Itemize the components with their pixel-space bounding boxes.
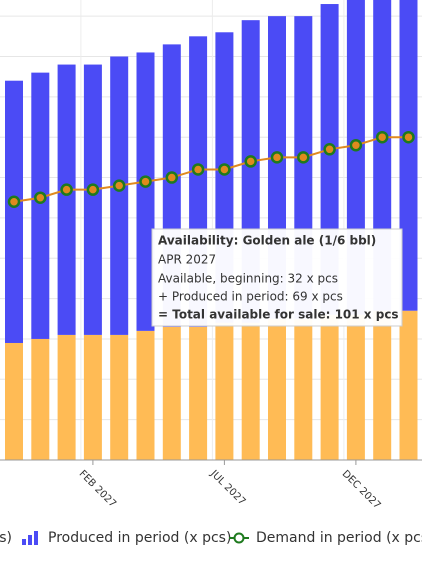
- legend-icon: [233, 532, 245, 544]
- bar-segment: [5, 80, 23, 343]
- bar-segment: [399, 310, 418, 460]
- tooltip-line: + Produced in period: 69 x pcs: [158, 290, 343, 304]
- bar-segment: [189, 326, 208, 460]
- tooltip-line: Available, beginning: 32 x pcs: [158, 272, 338, 286]
- legend-icon: [22, 539, 26, 545]
- bar-segment: [83, 64, 102, 335]
- legend-label: Demand in period (x pcs): [256, 530, 422, 546]
- bar-segment: [373, 310, 392, 460]
- bar-segment: [215, 322, 234, 460]
- demand-line: [13, 136, 409, 203]
- demand-marker: [7, 195, 21, 209]
- demand-marker: [139, 175, 152, 188]
- bar-segment: [110, 334, 129, 460]
- bar-segment: [31, 338, 50, 460]
- bar-segment: [136, 52, 155, 331]
- tooltip-line: APR 2027: [158, 253, 216, 267]
- demand-marker: [323, 143, 336, 156]
- demand-marker: [375, 130, 389, 144]
- demand-marker: [349, 139, 363, 152]
- bar-segment: [57, 64, 76, 335]
- legend: Available, beginning (x pcs) Produced in …: [0, 530, 422, 546]
- legend-icon: [28, 535, 32, 545]
- demand-marker: [165, 171, 179, 184]
- bar-segment: [346, 314, 365, 460]
- legend-label: Available, beginning (x pcs): [0, 530, 12, 546]
- x-tick-label: JUL 2027: [207, 468, 247, 508]
- demand-marker: [60, 183, 73, 196]
- demand-line-group: [7, 130, 415, 209]
- tooltip-box: [151, 228, 403, 327]
- bar-segment: [320, 314, 339, 460]
- demand-marker: [218, 163, 231, 176]
- tooltip: Availability: Golden ale (1/6 bbl) APR 2…: [151, 228, 403, 327]
- x-tick-label: DEC 2027: [340, 468, 383, 511]
- bar-segment: [31, 72, 50, 339]
- demand-marker: [297, 151, 310, 164]
- bar-segment: [294, 318, 313, 460]
- demand-marker: [270, 151, 284, 164]
- demand-marker: [86, 183, 100, 196]
- demand-marker: [34, 191, 47, 204]
- bar-segment: [268, 318, 286, 460]
- bar-segment: [83, 334, 102, 460]
- bar-segment: [162, 326, 181, 460]
- legend-icon: [34, 531, 38, 545]
- bar-segment: [5, 342, 23, 460]
- bar-segment: [110, 56, 129, 335]
- x-axis: FEB 2027 JUL 2027 DEC 2027: [0, 459, 422, 511]
- tooltip-total: = Total available for sale: 101 x pcs: [158, 308, 399, 322]
- bar-segment: [136, 330, 155, 460]
- legend-label: Produced in period (x pcs): [48, 530, 231, 546]
- demand-marker: [112, 179, 126, 192]
- bar-segment: [241, 322, 260, 460]
- demand-marker: [244, 155, 257, 168]
- x-tick-label: FEB 2027: [77, 468, 118, 509]
- bar-segment: [57, 334, 76, 460]
- bar-segment: [399, 0, 418, 311]
- demand-marker: [191, 163, 205, 176]
- tooltip-title: Availability: Golden ale (1/6 bbl): [158, 234, 376, 248]
- demand-marker: [402, 130, 415, 144]
